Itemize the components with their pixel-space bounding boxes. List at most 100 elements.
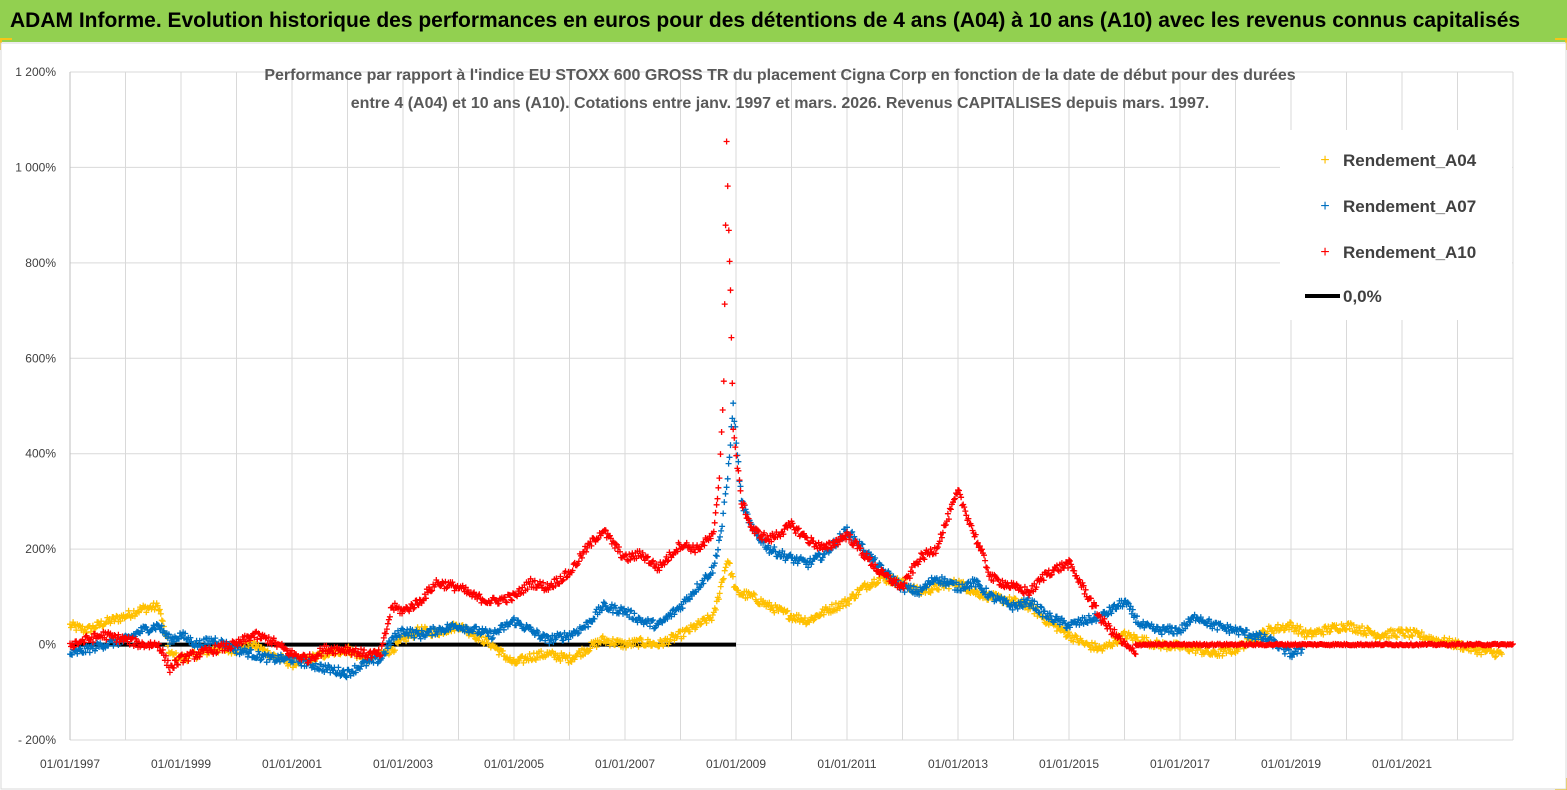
data-point (801, 530, 807, 537)
data-point (815, 550, 822, 557)
data-point (815, 539, 822, 546)
data-point (1402, 633, 1409, 639)
series-rendement_a10 (67, 138, 1139, 676)
data-point (253, 655, 260, 662)
data-point (915, 588, 922, 595)
data-point (1094, 647, 1101, 654)
data-point (1299, 629, 1306, 636)
data-point (963, 512, 970, 519)
data-point (188, 638, 195, 645)
data-point (1119, 603, 1126, 610)
data-point (946, 505, 953, 512)
data-point (636, 548, 643, 555)
data-point (852, 537, 859, 544)
data-point (569, 632, 576, 639)
y-tick-label: 0% (39, 638, 57, 652)
data-point (233, 650, 240, 657)
data-point (315, 665, 321, 672)
data-point (959, 581, 966, 588)
data-point (808, 534, 815, 541)
data-point (214, 649, 221, 655)
data-point (983, 564, 990, 571)
data-point (961, 504, 968, 511)
data-point (602, 602, 609, 609)
data-point (1394, 634, 1400, 641)
data-point (579, 554, 585, 561)
data-point (103, 636, 110, 643)
data-point (524, 586, 531, 593)
data-point (1105, 611, 1112, 618)
data-point (1038, 604, 1045, 611)
data-point (719, 523, 726, 530)
data-point (735, 467, 742, 474)
data-point (724, 475, 731, 482)
data-point (664, 558, 671, 565)
data-point (560, 576, 567, 583)
data-point (609, 636, 616, 642)
data-point (426, 628, 432, 635)
data-point (706, 572, 713, 579)
data-point (597, 639, 604, 646)
data-point (166, 641, 173, 647)
y-tick-label: 200% (25, 542, 56, 556)
data-point (795, 525, 802, 532)
data-point (1141, 624, 1148, 631)
data-point (1097, 613, 1104, 620)
series-points (67, 138, 1516, 681)
series-rendement_a04 (67, 558, 1505, 671)
data-point (81, 639, 88, 646)
data-point (1129, 645, 1136, 652)
data-point (872, 555, 879, 561)
data-point (615, 544, 622, 550)
data-point (1023, 601, 1029, 607)
data-point (342, 673, 349, 680)
data-point (859, 541, 866, 548)
data-point (780, 531, 787, 538)
data-point (701, 542, 708, 549)
data-point (1114, 640, 1121, 647)
data-point (1053, 562, 1060, 569)
data-point (363, 662, 370, 669)
data-point (847, 531, 854, 538)
y-tick-label: 1 200% (15, 65, 56, 79)
data-point (125, 607, 132, 614)
data-point (392, 633, 399, 639)
data-point (414, 601, 421, 608)
data-point (806, 619, 813, 626)
x-tick-label: 01/01/2017 (1150, 757, 1210, 771)
data-point (71, 643, 78, 650)
data-point (629, 615, 636, 622)
data-point (974, 578, 981, 585)
data-point (415, 602, 422, 609)
data-point (721, 301, 728, 308)
data-point (824, 545, 831, 552)
series-a10-tail (1132, 640, 1516, 649)
data-point (540, 631, 547, 638)
data-point (1037, 575, 1044, 582)
data-point (569, 567, 576, 574)
legend-marker-a04: + (1320, 152, 1329, 169)
data-point (720, 575, 727, 582)
x-tick-label: 01/01/2021 (1372, 757, 1432, 771)
data-point (1006, 594, 1013, 600)
y-axis-ticks: - 200% 0% 200% 400% 600% 800% 1 000% 1 200% (15, 65, 56, 747)
data-point (918, 550, 925, 557)
data-point (683, 625, 690, 632)
data-point (1081, 615, 1088, 621)
legend: + Rendement_A04 + Rendement_A07 + Rendem… (1280, 130, 1512, 320)
data-point (694, 542, 701, 549)
data-point (464, 587, 471, 593)
data-point (1350, 622, 1357, 629)
data-point (922, 589, 929, 596)
data-point (190, 649, 197, 656)
data-point (1093, 602, 1100, 609)
data-point (1070, 638, 1077, 645)
data-point (89, 639, 96, 646)
legend-box (1280, 130, 1512, 320)
data-point (1113, 639, 1120, 646)
data-point (893, 576, 900, 583)
data-point (1498, 651, 1505, 658)
data-point (576, 649, 583, 656)
data-point (981, 588, 987, 595)
data-point (196, 653, 203, 660)
